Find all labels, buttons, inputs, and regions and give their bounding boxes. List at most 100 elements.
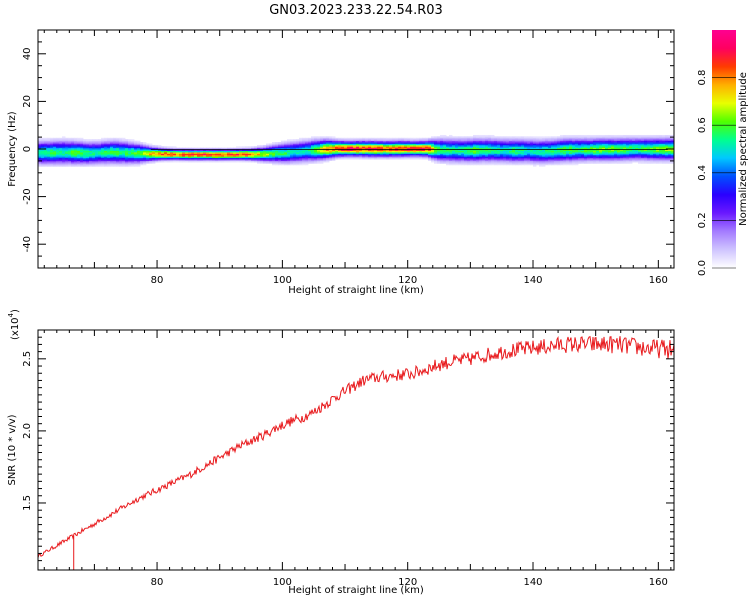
heatmap-cell — [86, 153, 90, 156]
heatmap-cell — [50, 152, 54, 154]
heatmap-cell — [344, 146, 348, 149]
heatmap-cell — [671, 152, 675, 154]
heatmap-cell — [491, 157, 495, 160]
heatmap-cell — [50, 164, 54, 167]
heatmap-cell — [263, 159, 267, 161]
heatmap-cell — [506, 146, 510, 149]
heatmap-cell — [434, 142, 438, 144]
heatmap-cell — [371, 146, 375, 149]
heatmap-cell — [260, 154, 264, 157]
heatmap-cell — [461, 160, 465, 163]
heatmap-cell — [404, 152, 408, 154]
heatmap-cell — [590, 149, 594, 151]
heatmap-cell — [335, 146, 339, 149]
heatmap-cell — [329, 137, 333, 140]
heatmap-cell — [200, 150, 204, 153]
heatmap-cell — [311, 159, 315, 161]
heatmap-cell — [53, 164, 57, 167]
heatmap-cell — [80, 139, 84, 141]
heatmap-cell — [593, 150, 597, 153]
heatmap-cell — [311, 160, 315, 163]
heatmap-cell — [611, 156, 615, 159]
heatmap-cell — [638, 159, 642, 161]
heatmap-cell — [599, 144, 603, 147]
heatmap-cell — [212, 159, 216, 161]
heatmap-cell — [182, 153, 186, 156]
heatmap-cell — [599, 149, 603, 151]
heatmap-cell — [596, 162, 600, 164]
heatmap-cell — [164, 160, 168, 163]
heatmap-cell — [482, 152, 486, 154]
heatmap-cell — [464, 136, 468, 139]
heatmap-cell — [449, 143, 453, 146]
heatmap-cell — [149, 149, 153, 151]
heatmap-cell — [557, 139, 561, 141]
heatmap-cell — [305, 162, 309, 164]
heatmap-cell — [605, 136, 609, 139]
heatmap-cell — [53, 153, 57, 156]
heatmap-cell — [227, 159, 231, 161]
heatmap-cell — [581, 149, 585, 151]
heatmap-cell — [425, 140, 429, 143]
heatmap-cell — [614, 144, 618, 147]
heatmap-cell — [485, 144, 489, 147]
heatmap-cell — [452, 149, 456, 151]
heatmap-cell — [650, 140, 654, 143]
heatmap-cell — [275, 154, 279, 157]
heatmap-cell — [104, 162, 108, 164]
heatmap-cell — [308, 159, 312, 161]
heatmap-cell — [542, 147, 546, 150]
heatmap-cell — [650, 136, 654, 139]
heatmap-cell — [281, 153, 285, 156]
heatmap-cell — [602, 144, 606, 147]
heatmap-cell — [269, 162, 273, 164]
heatmap-cell — [254, 149, 258, 151]
heatmap-cell — [566, 160, 570, 163]
heatmap-cell — [266, 162, 270, 164]
heatmap-cell — [443, 157, 447, 160]
heatmap-cell — [437, 160, 441, 163]
heatmap-cell — [566, 143, 570, 146]
heatmap-cell — [140, 157, 144, 160]
heatmap-cell — [533, 159, 537, 161]
heatmap-cell — [365, 147, 369, 150]
heatmap-cell — [467, 136, 471, 139]
heatmap-cell — [71, 162, 75, 164]
heatmap-cell — [611, 143, 615, 146]
heatmap-cell — [446, 136, 450, 139]
heatmap-cell — [104, 144, 108, 147]
heatmap-cell — [407, 157, 411, 160]
heatmap-cell — [641, 154, 645, 157]
heatmap-cell — [107, 163, 111, 166]
heatmap-cell — [143, 157, 147, 160]
heatmap-cell — [164, 157, 168, 160]
heatmap-cell — [122, 140, 126, 143]
heatmap-cell — [104, 149, 108, 151]
heatmap-cell — [137, 144, 141, 147]
heatmap-cell — [41, 157, 45, 160]
heatmap-cell — [299, 140, 303, 143]
heatmap-cell — [395, 149, 399, 151]
heatmap-cell — [533, 162, 537, 164]
heatmap-cell — [182, 147, 186, 150]
heatmap-cell — [434, 136, 438, 139]
heatmap-cell — [284, 163, 288, 166]
heatmap-cell — [116, 153, 120, 156]
heatmap-cell — [146, 157, 150, 160]
heatmap-cell — [254, 157, 258, 160]
heatmap-cell — [515, 142, 519, 144]
heatmap-cell — [356, 140, 360, 143]
heatmap-cell — [212, 150, 216, 153]
heatmap-cell — [179, 149, 183, 151]
heatmap-cell — [533, 137, 537, 140]
heatmap-cell — [110, 162, 114, 164]
heatmap-cell — [350, 157, 354, 160]
heatmap-cell — [536, 136, 540, 139]
heatmap-cell — [572, 134, 576, 137]
heatmap-cell — [89, 147, 93, 150]
heatmap-cell — [113, 162, 117, 164]
heatmap-cell — [413, 152, 417, 154]
heatmap-cell — [212, 152, 216, 154]
heatmap-cell — [359, 149, 363, 151]
heatmap-cell — [629, 134, 633, 137]
